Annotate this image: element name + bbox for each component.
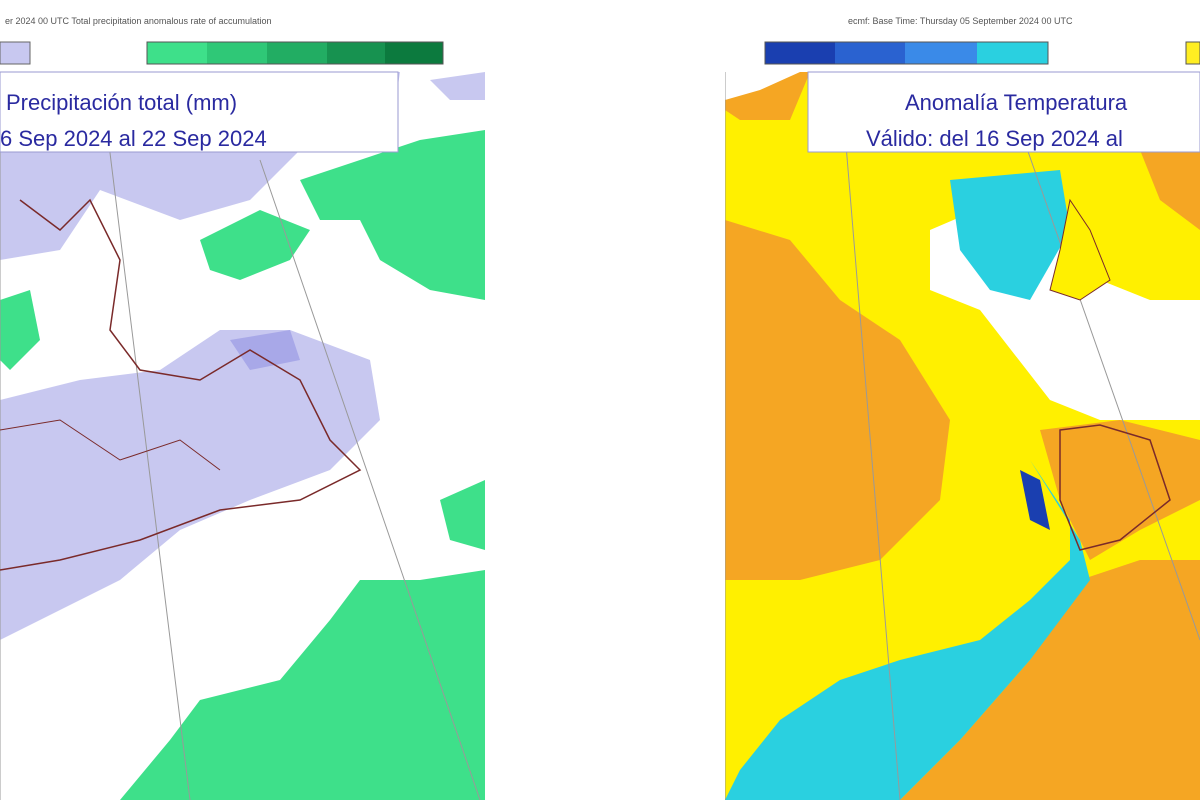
title-box	[807, 71, 1200, 153]
legend-swatch	[0, 41, 31, 65]
map-header: ecmf: Base Time: Thursday 05 September 2…	[848, 16, 1073, 26]
legend-bar	[764, 41, 1200, 65]
map-header: er 2024 00 UTC Total precipitation anoma…	[5, 16, 271, 26]
precipitation-map: er 2024 00 UTC Total precipitation anoma…	[0, 16, 485, 800]
temperature-map: ecmf: Base Time: Thursday 05 September 2…	[725, 16, 1200, 800]
map-subtitle: 6 Sep 2024 al 22 Sep 2024	[0, 126, 267, 151]
map-title: Precipitación total (mm)	[6, 90, 237, 115]
legend-bar	[146, 41, 444, 65]
map-area	[0, 72, 485, 800]
map-subtitle: Válido: del 16 Sep 2024 al	[866, 126, 1123, 151]
title-box	[0, 71, 399, 153]
map-area	[725, 72, 1200, 800]
map-title: Anomalía Temperatura	[905, 90, 1128, 115]
